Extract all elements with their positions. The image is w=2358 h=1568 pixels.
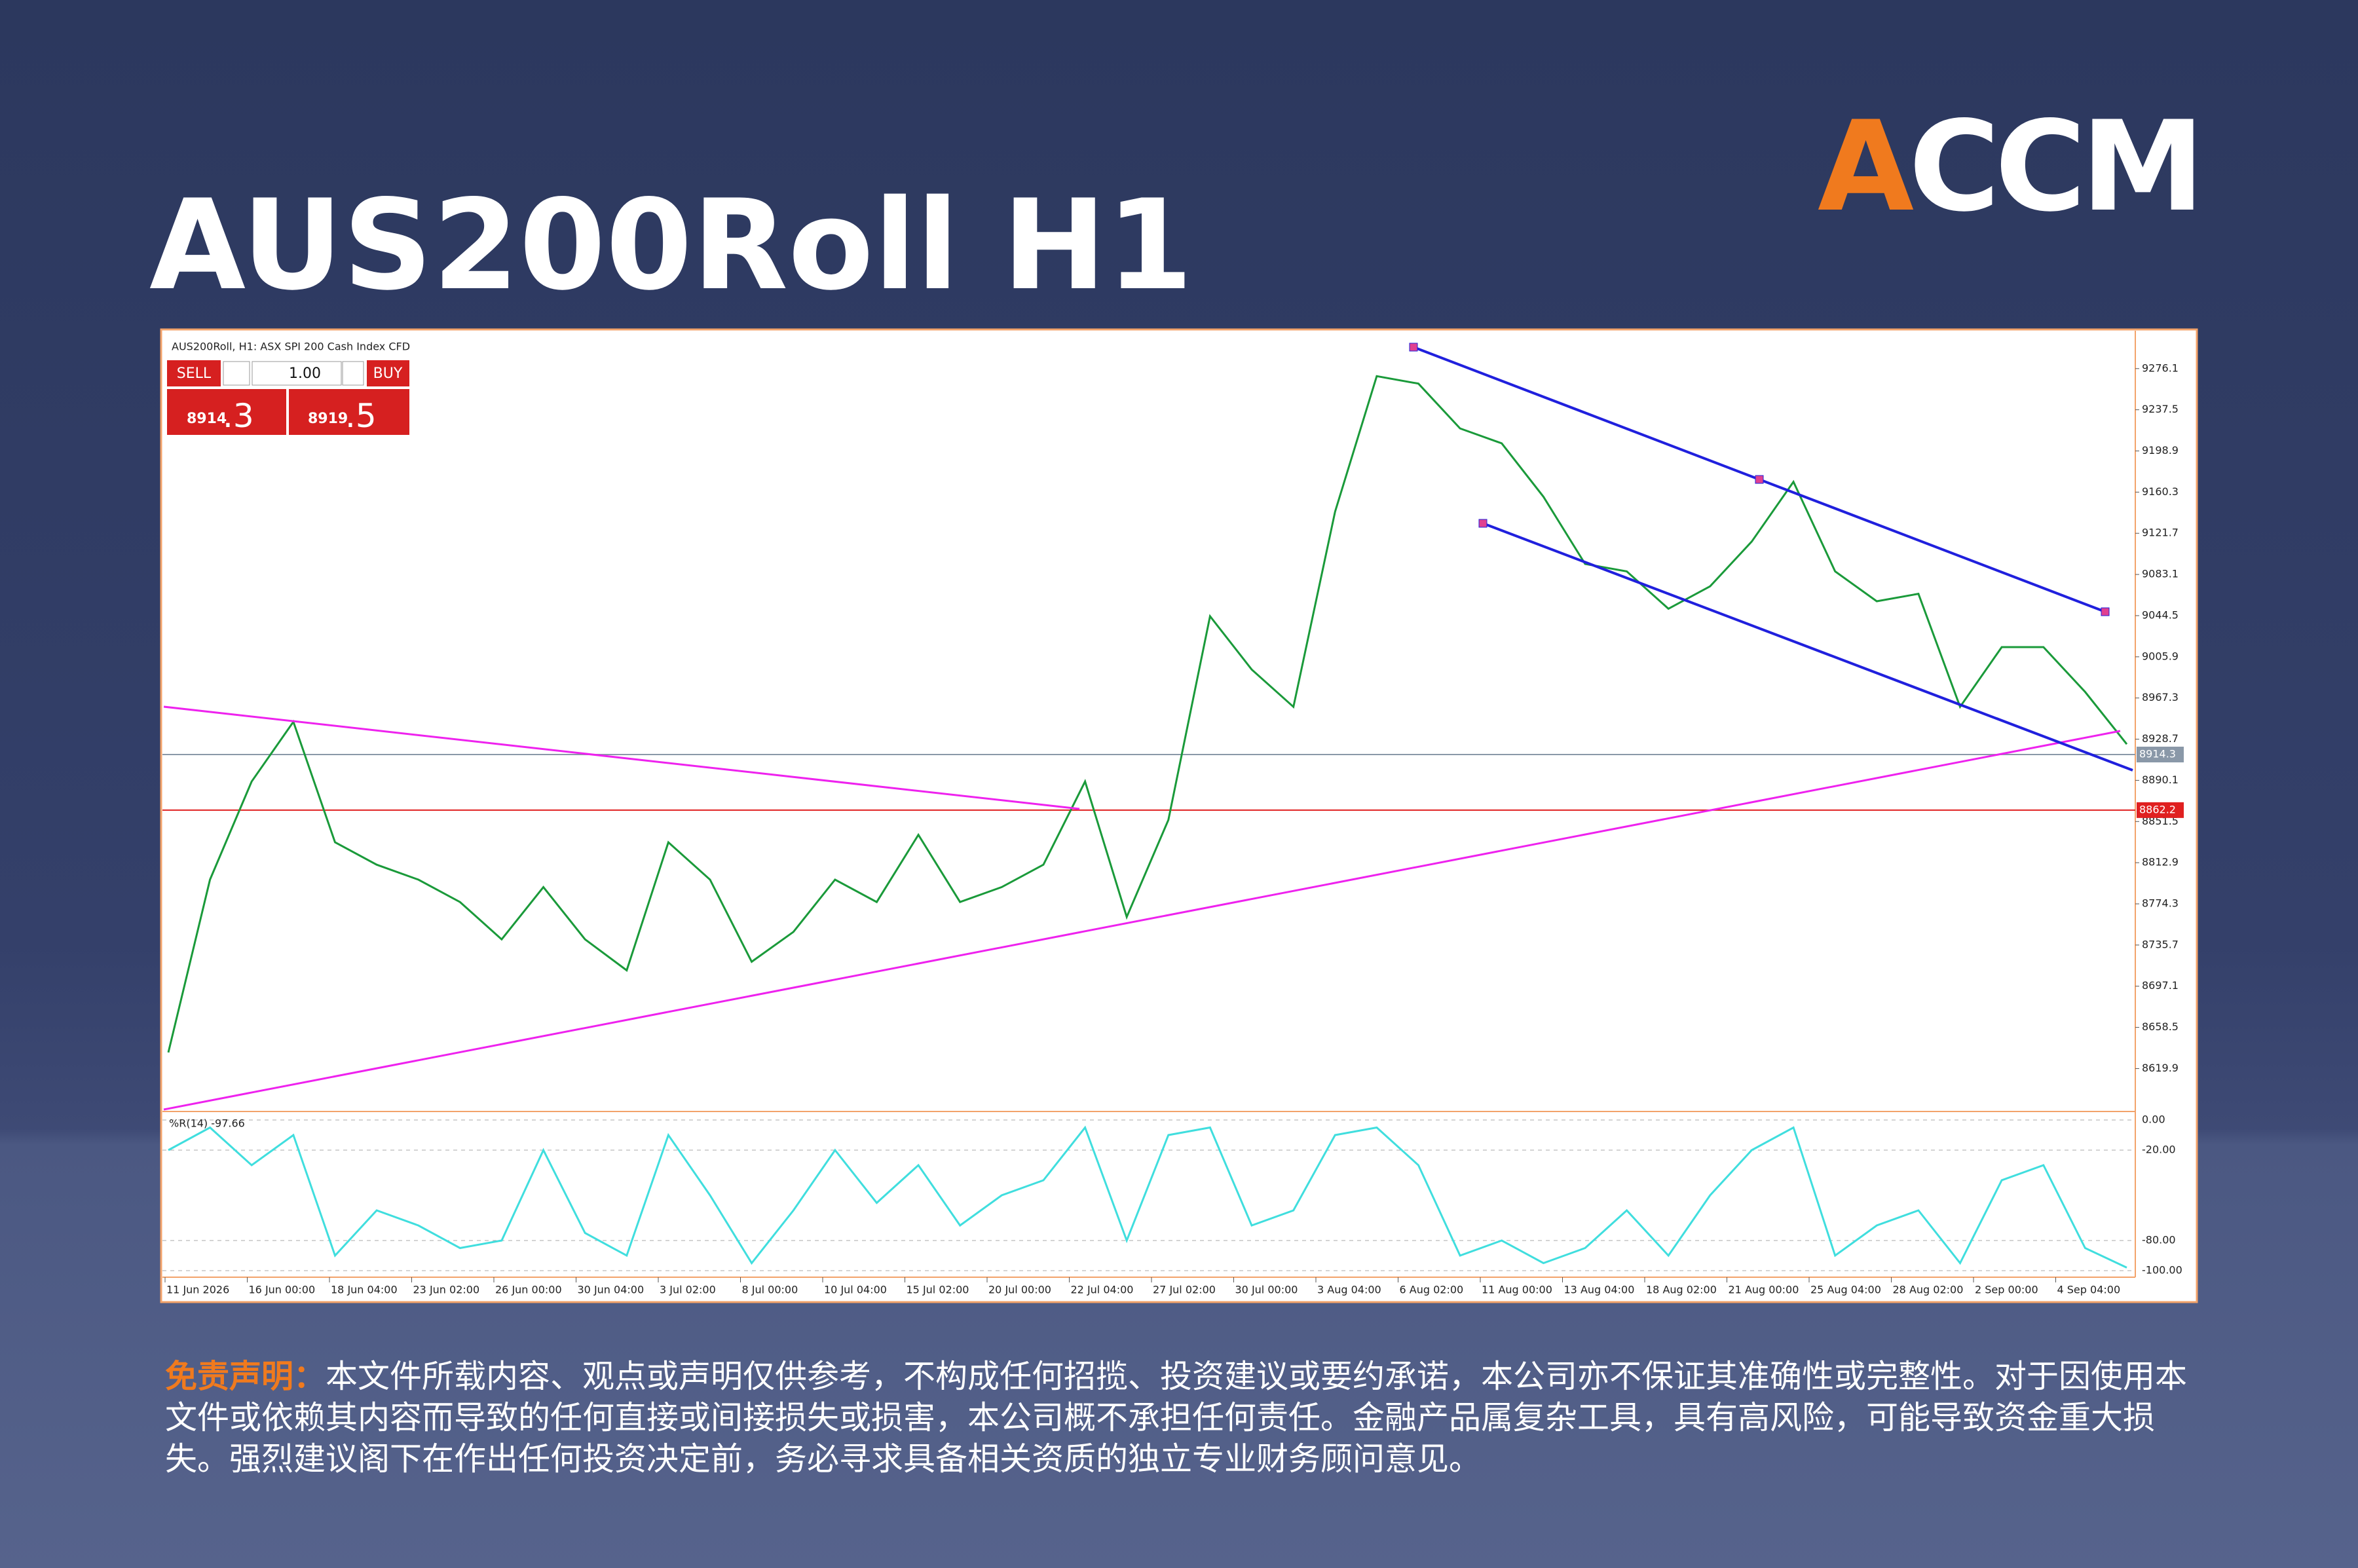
price-label: 8914.3 [2139, 747, 2176, 760]
x-tick-label: 15 Jul 02:00 [907, 1284, 969, 1296]
y-tick-label: 8735.7 [2142, 938, 2179, 950]
window-title: AUS200Roll, H1: ASX SPI 200 Cash Index C… [172, 341, 410, 353]
canvas: AUS200Roll H1 ACCM 9276.1 9237.5 9198.9 916… [149, 94, 2199, 1303]
x-tick-label: 30 Jun 04:00 [578, 1284, 645, 1296]
anchor [1478, 519, 1488, 528]
x-tick-label: 8 Jul 00:00 [742, 1284, 798, 1296]
x-tick-label: 28 Aug 02:00 [1893, 1284, 1964, 1296]
y-tick-label: 8697.1 [2142, 979, 2179, 992]
y-tick-label: 9044.5 [2142, 608, 2179, 621]
anchor [1755, 475, 1764, 484]
disclaimer-label: 免责声明： [165, 1358, 326, 1395]
plot: 9276.1 9237.5 9198.9 9160.3 9121.7 9083.1 9044… [162, 362, 2184, 1296]
trendline [163, 730, 2121, 1111]
x-tick-label: 3 Jul 02:00 [660, 1284, 716, 1296]
volume-value: 1.00 [289, 365, 321, 382]
x-tick-label: 11 Jun 2026 [166, 1284, 229, 1296]
y-tick-label: -20.00 [2142, 1144, 2176, 1156]
chart-panel [160, 328, 2198, 1303]
price-label-box [2137, 802, 2184, 818]
buy-button[interactable] [367, 360, 409, 386]
x-tick-label: 10 Jul 04:00 [824, 1284, 887, 1296]
logo-part: A [1818, 94, 1914, 239]
y-tick-label: -80.00 [2142, 1234, 2176, 1246]
y-tick-label: 8928.7 [2142, 732, 2179, 745]
y-tick-label: 8658.5 [2142, 1020, 2179, 1033]
x-tick-label: 4 Sep 04:00 [2057, 1284, 2121, 1296]
ask-big: 8919 [308, 411, 348, 427]
bid-small: .3 [223, 397, 254, 435]
buy-label: BUY [373, 365, 403, 382]
bid-box[interactable] [167, 389, 286, 435]
price-label: 8862.2 [2139, 803, 2176, 815]
y-tick-label: 8890.1 [2142, 774, 2179, 786]
x-tick-label: 27 Jul 02:00 [1153, 1284, 1216, 1296]
logo-part: CC [1909, 94, 2081, 239]
logo-part: M [2081, 94, 2199, 239]
x-tick-label: 13 Aug 04:00 [1564, 1284, 1635, 1296]
trendline [163, 705, 1080, 810]
indicator-label: %R(14) -97.66 [169, 1117, 245, 1130]
ask-small: .5 [345, 397, 377, 435]
y-tick-label: 9237.5 [2142, 403, 2179, 415]
y-tick-label: 0.00 [2142, 1113, 2165, 1126]
y-tick-label: 9005.9 [2142, 650, 2179, 662]
x-tick-label: 25 Aug 04:00 [1810, 1284, 1881, 1296]
disclaimer: 免责声明：本文件所载内容、观点或声明仅供参考，不构成任何招揽、投资建议或要约承诺… [165, 1356, 2202, 1480]
x-tick-label: 26 Jun 00:00 [495, 1284, 562, 1296]
y-tick-label: 9198.9 [2142, 444, 2179, 457]
y-tick-label: 9276.1 [2142, 362, 2179, 374]
x-tick-label: 11 Aug 00:00 [1482, 1284, 1552, 1296]
y-tick-label: 8774.3 [2142, 897, 2179, 910]
y-tick-label: 8619.9 [2142, 1062, 2179, 1074]
y-tick-label: 9121.7 [2142, 527, 2179, 539]
volume-up[interactable] [342, 361, 364, 386]
ask-box[interactable] [289, 389, 409, 435]
y-tick-label: 8812.9 [2142, 856, 2179, 868]
sell-label: SELL [177, 365, 212, 382]
y-tick-label: 8967.3 [2142, 691, 2179, 703]
x-tick-label: 23 Jun 02:00 [413, 1284, 480, 1296]
disclaimer-text: 本文件所载内容、观点或声明仅供参考，不构成任何招揽、投资建议或要约承诺，本公司亦… [165, 1358, 2188, 1478]
x-tick-label: 16 Jun 00:00 [249, 1284, 316, 1296]
x-tick-label: 2 Sep 00:00 [1975, 1284, 2038, 1296]
series-line [168, 1125, 2127, 1269]
x-tick-label: 18 Aug 02:00 [1646, 1284, 1717, 1296]
bid-big: 8914 [187, 411, 227, 427]
price-label-box [2137, 746, 2184, 762]
y-tick-label: -100.00 [2142, 1264, 2182, 1277]
channel-lower [1482, 522, 2133, 772]
x-tick-label: 6 Aug 02:00 [1400, 1284, 1464, 1296]
volume-box[interactable] [252, 361, 342, 386]
x-tick-label: 3 Aug 04:00 [1317, 1284, 1381, 1296]
anchor [1409, 343, 1418, 352]
volume-down[interactable] [223, 361, 250, 386]
page-title: AUS200Roll H1 [149, 173, 1193, 318]
x-tick-label: 20 Jul 00:00 [988, 1284, 1051, 1296]
y-tick-label: 9083.1 [2142, 568, 2179, 580]
trendlines [163, 343, 2133, 1111]
trade-panel: SELL 1.00 BUY 8914 .3 8919 .5 [167, 360, 409, 435]
x-tick-label: 18 Jun 04:00 [331, 1284, 398, 1296]
y-tick-label: 9160.3 [2142, 485, 2179, 498]
x-tick-label: 30 Jul 00:00 [1235, 1284, 1298, 1296]
x-tick-label: 22 Jul 04:00 [1071, 1284, 1134, 1296]
anchor [2101, 607, 2110, 616]
sell-button[interactable] [167, 360, 221, 386]
x-tick-label: 21 Aug 00:00 [1729, 1284, 1799, 1296]
logo: ACCM [1818, 94, 2199, 239]
series-line [167, 375, 2128, 1053]
